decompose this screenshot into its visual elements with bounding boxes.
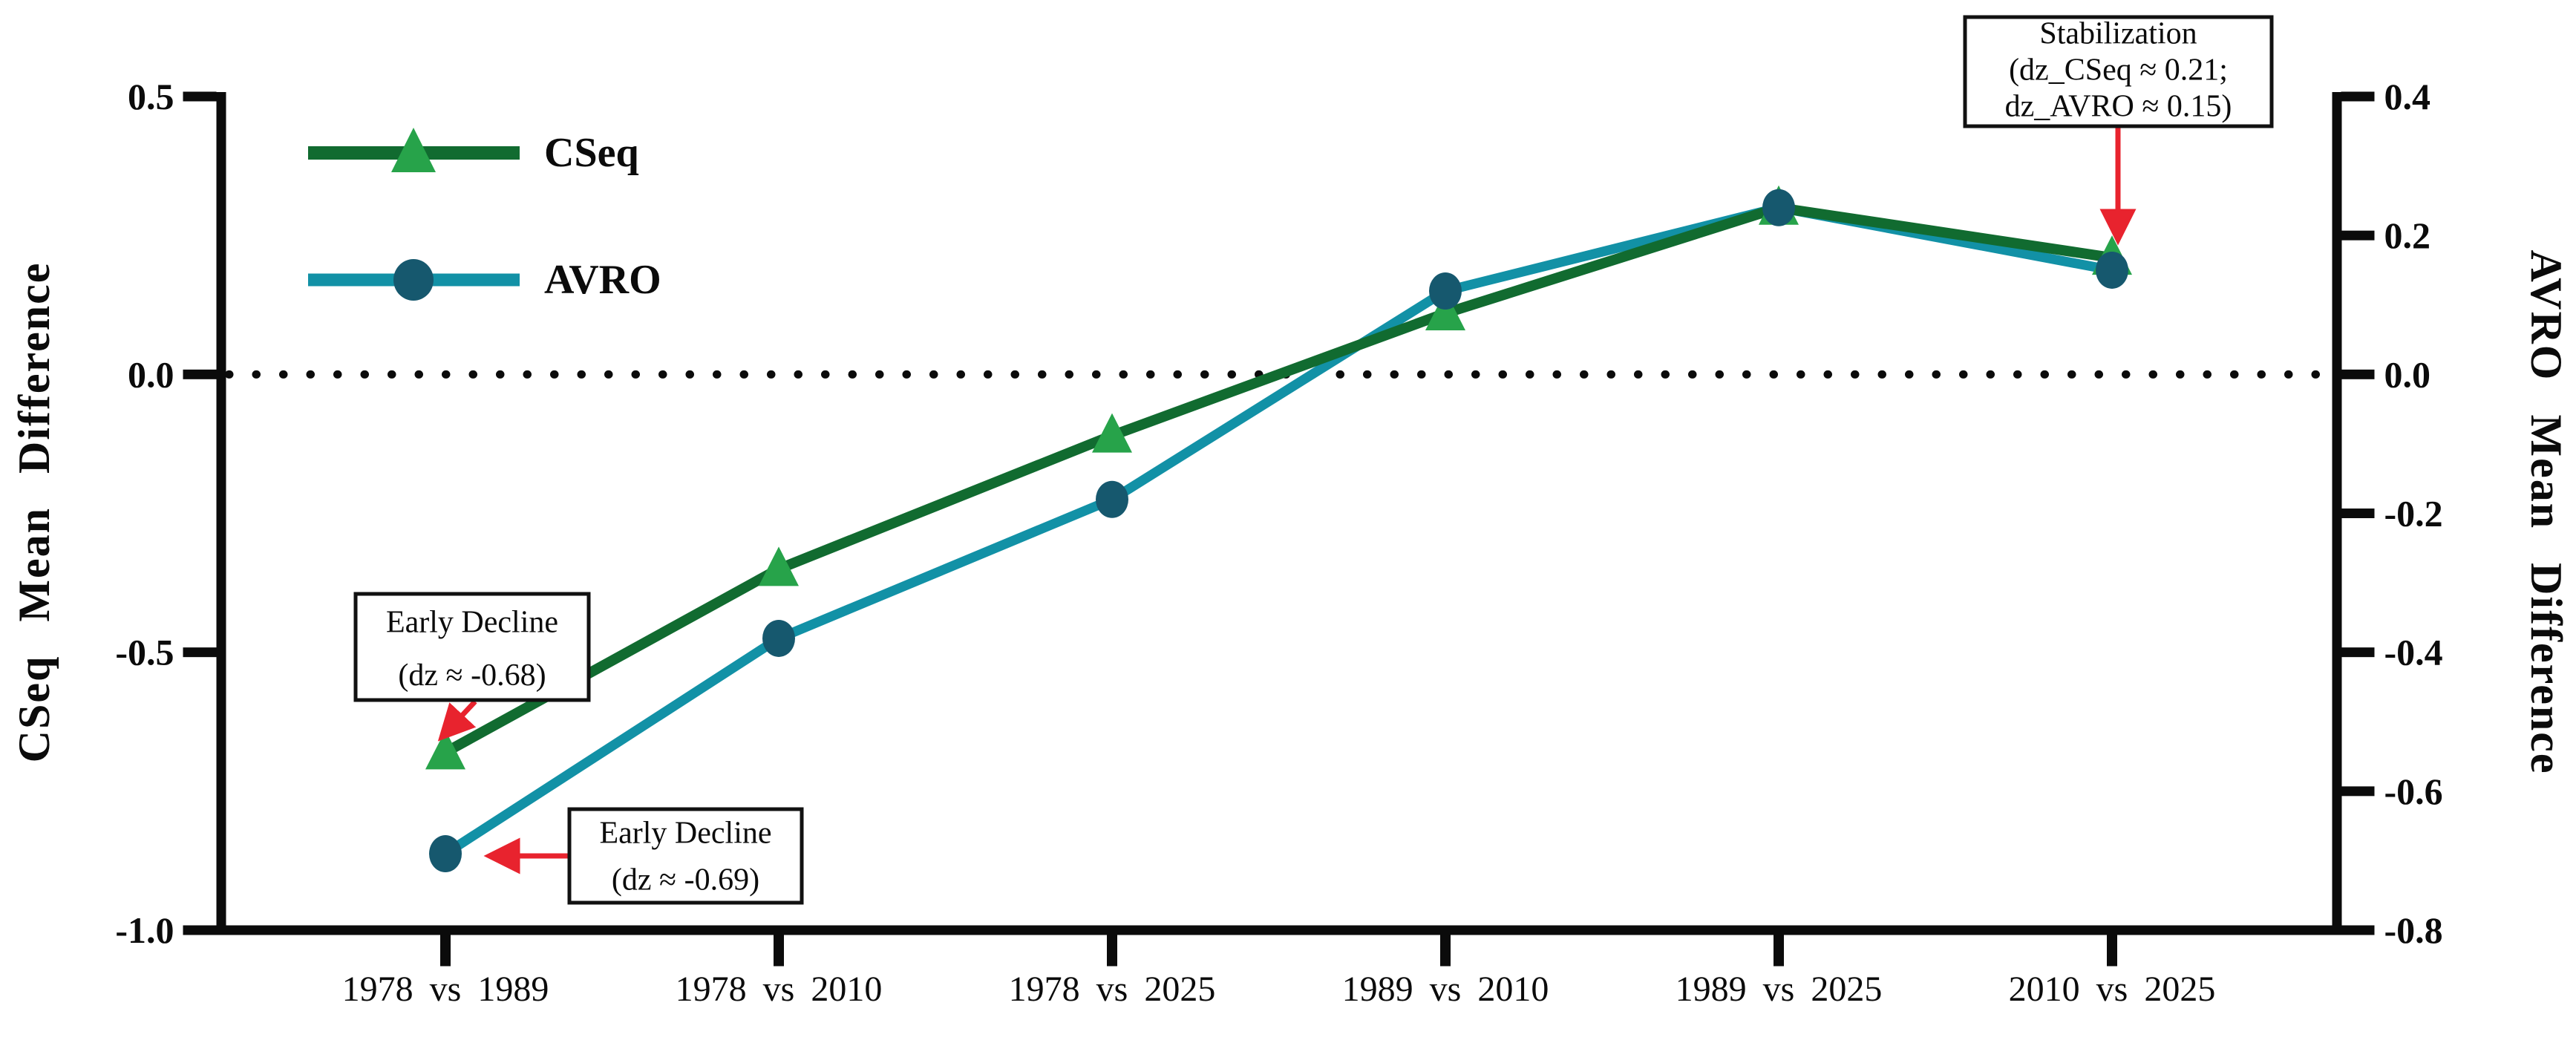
cseq-triangle-marker	[1425, 290, 1465, 330]
left-axis-spine	[216, 92, 226, 935]
left-axis-tick-label: 0.0	[128, 353, 174, 395]
right-axis-tick-label: 0.2	[2384, 215, 2431, 256]
right-axis-tick-label: -0.4	[2384, 632, 2443, 673]
annotation-text-line: Early Decline	[386, 605, 558, 639]
annotation-text-line: dz_AVRO ≈ 0.15)	[2005, 89, 2232, 123]
cseq-triangle-marker	[759, 546, 799, 586]
annotation-text-line: Early Decline	[599, 816, 771, 850]
left-axis-tick	[183, 925, 217, 935]
avro-line	[440, 203, 2117, 859]
left-axis-ticks: 0.5 0.0 -0.5 -1.0	[115, 76, 217, 951]
plot-frame	[216, 92, 2342, 935]
cseq-triangle-marker	[1092, 413, 1132, 453]
x-axis-category-label: 2010 vs 2025	[2009, 970, 2216, 1009]
avro-circle-marker	[762, 619, 795, 657]
annotation-box	[567, 807, 804, 905]
annotation-text-line: (dz ≈ -0.69)	[612, 863, 759, 897]
right-axis-tick	[2341, 369, 2375, 379]
x-axis-tick	[774, 935, 784, 967]
right-axis-tick-label: -0.2	[2384, 493, 2443, 534]
left-axis-tick-label: -1.0	[115, 909, 174, 951]
x-axis-tick	[2107, 935, 2117, 967]
annotations: Early Decline (dz ≈ -0.68) Early Decline (d…	[353, 15, 2274, 905]
x-axis-category-label: 1978 vs 1989	[342, 970, 549, 1009]
annotation-text-line: Stabilization	[2039, 16, 2197, 50]
x-axis-category-label: 1989 vs 2025	[1676, 970, 1883, 1009]
annotation-arrow	[437, 699, 477, 742]
avro-circle-marker	[1096, 480, 1128, 518]
right-axis-tick-label: -0.6	[2384, 771, 2443, 812]
legend-cseq-triangle-icon	[391, 128, 436, 172]
legend-avro-label: AVRO	[544, 257, 661, 303]
annotation-box	[1963, 15, 2274, 128]
x-axis-tick	[1440, 935, 1451, 967]
x-axis-tick	[440, 935, 451, 967]
left-axis-tick	[183, 647, 217, 658]
avro-circle-marker	[429, 835, 462, 873]
legend-avro-circle-icon	[393, 259, 434, 301]
x-axis-category-label: 1989 vs 2010	[1342, 970, 1549, 1009]
right-axis-tick-label: -0.8	[2384, 909, 2443, 951]
right-axis-title: AVRO Mean Difference	[2522, 250, 2571, 775]
right-axis-tick-label: 0.4	[2384, 76, 2431, 117]
x-axis-ticks: 1978 vs 1989 1978 vs 2010 1978 vs 2025 1989…	[342, 935, 2216, 1009]
right-axis-tick	[2341, 509, 2375, 518]
avro-circle-marker	[2096, 251, 2128, 289]
bottom-axis-spine	[216, 925, 2342, 935]
left-axis-tick-label: 0.5	[128, 76, 174, 117]
avro-circle-marker	[1762, 189, 1795, 226]
x-axis-tick	[1774, 935, 1784, 967]
cseq-line	[440, 202, 2117, 758]
right-axis-tick-label: 0.0	[2384, 353, 2431, 395]
legend: CSeq AVRO	[308, 128, 661, 303]
x-axis-tick	[1107, 935, 1117, 967]
x-axis-category-label: 1978 vs 2025	[1009, 970, 1216, 1009]
right-axis-spine	[2332, 92, 2342, 935]
annotation-text-line: (dz_CSeq ≈ 0.21;	[2009, 53, 2228, 87]
left-axis-tick-label: -0.5	[115, 632, 174, 673]
left-axis-title: CSeq Mean Difference	[10, 262, 59, 763]
annotation-box	[353, 592, 591, 702]
right-axis-ticks: 0.4 0.2 0.0 -0.2 -0.4 -0.6 -0.8	[2341, 76, 2443, 951]
x-axis-category-label: 1978 vs 2010	[676, 970, 883, 1009]
data-series	[425, 185, 2132, 873]
right-axis-tick	[2341, 230, 2375, 241]
left-axis-tick	[183, 369, 217, 379]
right-axis-tick	[2341, 647, 2375, 658]
left-axis-tick	[183, 91, 217, 102]
right-axis-tick	[2341, 91, 2375, 102]
avro-circle-marker	[1429, 272, 1462, 310]
legend-cseq-label: CSeq	[544, 130, 639, 176]
right-axis-tick	[2341, 786, 2375, 797]
annotation-text-line: (dz ≈ -0.68)	[398, 658, 546, 693]
cseq-triangle-marker	[425, 730, 465, 770]
right-axis-tick	[2341, 925, 2375, 935]
